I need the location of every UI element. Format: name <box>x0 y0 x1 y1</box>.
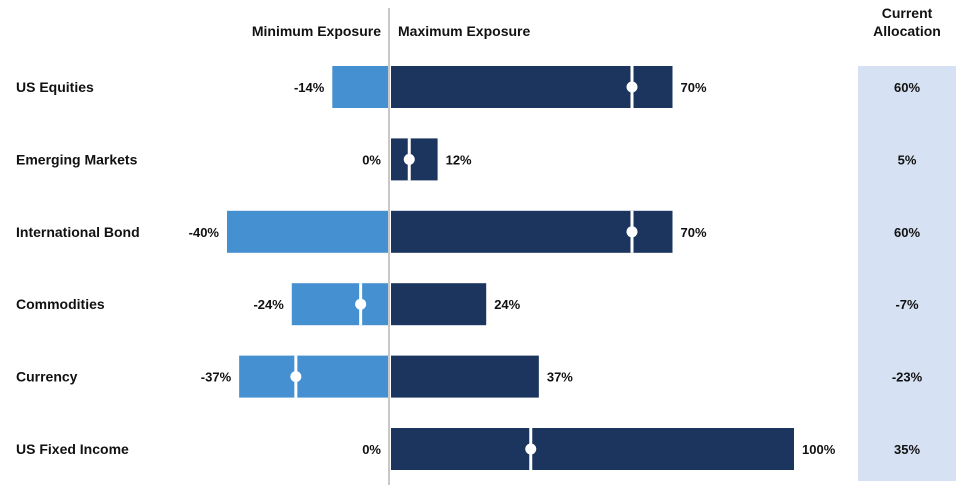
current-allocation-value: 35% <box>894 442 920 457</box>
min-value-label: 0% <box>362 152 381 167</box>
min-exposure-bar <box>239 355 388 398</box>
max-exposure-bar <box>391 210 673 253</box>
current-allocation-marker <box>403 153 415 165</box>
current-allocation-marker <box>290 371 302 383</box>
header-current-line1: Current <box>882 5 933 21</box>
current-allocation-value: -7% <box>895 297 919 312</box>
max-value-label: 70% <box>681 225 707 240</box>
header-minimum-exposure: Minimum Exposure <box>252 23 381 39</box>
category-label: Commodities <box>16 296 105 312</box>
category-label: US Fixed Income <box>16 441 129 457</box>
max-value-label: 12% <box>446 152 472 167</box>
min-exposure-bar <box>227 210 388 253</box>
current-allocation-value: 60% <box>894 80 920 95</box>
min-value-label: -40% <box>189 225 220 240</box>
max-value-label: 37% <box>547 370 573 385</box>
max-exposure-bar <box>391 428 794 470</box>
current-allocation-value: 5% <box>898 152 917 167</box>
min-value-label: 0% <box>362 442 381 457</box>
category-label: Currency <box>16 369 78 385</box>
header-current-line2: Allocation <box>873 23 941 39</box>
min-exposure-bar <box>332 66 388 108</box>
max-value-label: 24% <box>494 297 520 312</box>
max-exposure-bar <box>391 283 487 326</box>
header-maximum-exposure: Maximum Exposure <box>398 23 530 39</box>
current-allocation-panel <box>858 66 956 481</box>
max-value-label: 100% <box>802 442 836 457</box>
current-allocation-marker <box>626 81 638 93</box>
category-label: Emerging Markets <box>16 151 138 167</box>
current-allocation-marker <box>525 443 537 455</box>
current-allocation-value: 60% <box>894 225 920 240</box>
min-value-label: -37% <box>201 370 232 385</box>
category-label: US Equities <box>16 79 94 95</box>
min-exposure-bar <box>291 283 388 326</box>
max-exposure-bar <box>391 355 539 398</box>
max-value-label: 70% <box>681 80 707 95</box>
category-label: International Bond <box>16 224 140 240</box>
current-allocation-value: -23% <box>892 370 923 385</box>
min-value-label: -14% <box>294 80 325 95</box>
max-exposure-bar <box>391 66 673 108</box>
current-allocation-marker <box>626 226 638 238</box>
current-allocation-marker <box>355 298 367 310</box>
min-value-label: -24% <box>253 297 284 312</box>
